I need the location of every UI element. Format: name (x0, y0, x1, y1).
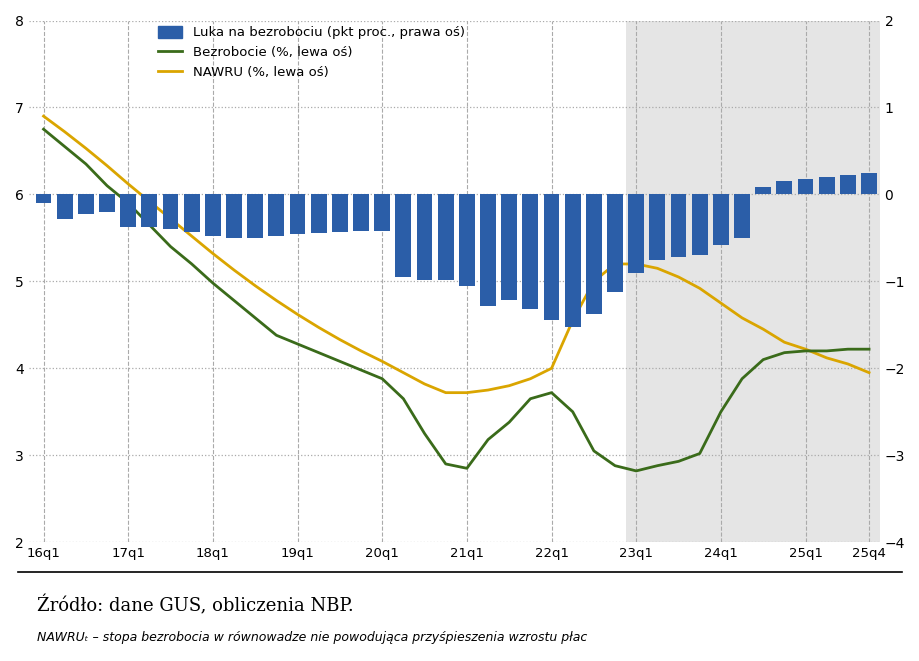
Bar (564, 194, 580, 327)
Bar (607, 194, 622, 292)
Bar (628, 194, 643, 272)
Bar (480, 194, 495, 305)
Bar (437, 194, 453, 280)
Text: Źródło: dane GUS, obliczenia NBP.: Źródło: dane GUS, obliczenia NBP. (37, 595, 353, 615)
Bar (860, 173, 876, 194)
Bar (543, 194, 559, 321)
Bar (247, 194, 263, 238)
Bar (99, 194, 115, 212)
Bar (416, 194, 432, 280)
Bar (712, 194, 728, 245)
Bar (691, 194, 707, 255)
Bar (57, 194, 73, 219)
Text: NAWRUₜ – stopa bezrobocia w równowadze nie powodująca przyśpieszenia wzrostu pła: NAWRUₜ – stopa bezrobocia w równowadze n… (37, 631, 586, 644)
Bar (289, 194, 305, 233)
Bar (649, 194, 664, 260)
Bar (184, 194, 199, 232)
Bar (818, 177, 834, 194)
Bar (205, 194, 221, 236)
Bar (754, 188, 770, 194)
Bar (395, 194, 411, 277)
Bar (36, 194, 51, 203)
Legend: Luka na bezrobociu (pkt proc., prawa oś), Bezrobocie (%, lewa oś), NAWRU (%, lew: Luka na bezrobociu (pkt proc., prawa oś)… (154, 22, 468, 83)
Bar (839, 175, 855, 194)
Bar (501, 194, 516, 301)
Bar (459, 194, 474, 286)
Bar (268, 194, 284, 236)
Bar (522, 194, 538, 309)
Bar (733, 194, 749, 238)
Bar (670, 194, 686, 257)
Bar (585, 194, 601, 315)
Bar (163, 194, 178, 229)
Bar (625, 20, 880, 542)
Bar (776, 181, 791, 194)
Bar (353, 194, 369, 231)
Bar (797, 178, 812, 194)
Bar (78, 194, 94, 214)
Bar (332, 194, 347, 232)
Bar (120, 194, 136, 227)
Bar (374, 194, 390, 231)
Bar (311, 194, 326, 233)
Bar (142, 194, 157, 227)
Bar (226, 194, 242, 238)
